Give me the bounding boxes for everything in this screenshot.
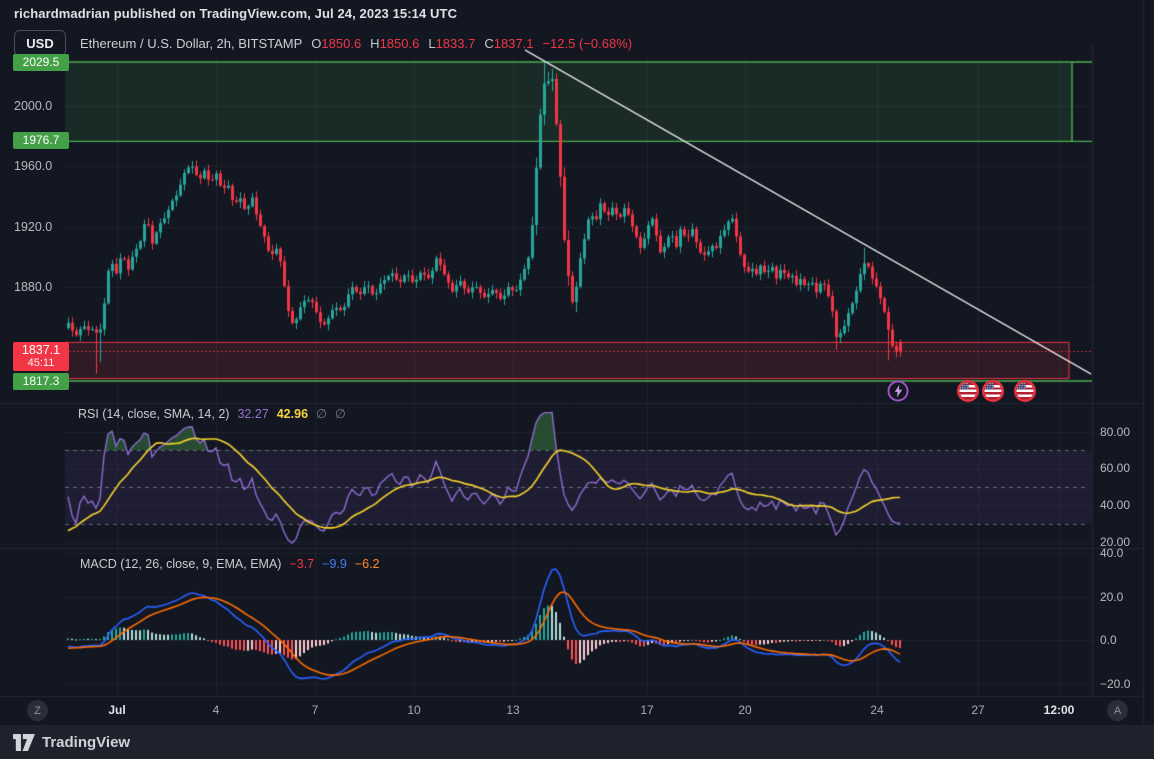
rsi-ma-value: 42.96: [276, 407, 309, 421]
tradingview-logo-icon: [13, 733, 35, 751]
macd-line-value: −9.9: [322, 557, 347, 571]
supply-zone-bottom-label: 1976.7: [13, 132, 69, 149]
us-flag-icon: [984, 382, 1002, 400]
us-flag-icon: [1016, 382, 1034, 400]
timezone-button[interactable]: Z: [27, 700, 48, 721]
current-price-label: 1837.1 45:11: [13, 342, 69, 371]
us-flag-icon: [959, 382, 977, 400]
macd-tick-40: 40.0: [1100, 546, 1124, 560]
us-flag-event-icon-2[interactable]: [984, 382, 1002, 400]
time-label-20: 20: [738, 703, 752, 717]
symbol-info-row: Ethereum / U.S. Dollar, 2h, BITSTAMP O18…: [80, 36, 632, 51]
ohlc-close: C1837.1: [484, 36, 534, 51]
macd-tick-0: 0.0: [1100, 633, 1117, 647]
price-tick-1920: 1920.0: [14, 220, 53, 234]
auto-scale-button[interactable]: A: [1107, 700, 1128, 721]
macd-signal-value: −6.2: [354, 557, 380, 571]
publish-line: richardmadrian published on TradingView.…: [14, 6, 458, 21]
ohlc-low: L1833.7: [428, 36, 476, 51]
rsi-tick-40: 40.00: [1100, 498, 1131, 512]
time-label-13: 13: [506, 703, 520, 717]
supply-zone-top-label: 2029.5: [13, 54, 69, 71]
price-tick-2000: 2000.0: [14, 99, 53, 113]
price-change: −12.5 (−0.68%): [542, 36, 633, 51]
price-tick-1960: 1960.0: [14, 159, 53, 173]
us-flag-event-icon-1[interactable]: [959, 382, 977, 400]
rsi-indicator-header: RSI (14, close, SMA, 14, 2) 32.27 42.96 …: [78, 406, 346, 421]
rsi-title: RSI (14, close, SMA, 14, 2): [78, 407, 230, 421]
rsi-value: 32.27: [237, 407, 269, 421]
footer-bar: TradingView: [0, 725, 1154, 759]
time-label-10: 10: [407, 703, 421, 717]
rsi-band-empty-2: ∅: [334, 407, 346, 421]
macd-tick-20: 20.0: [1100, 590, 1124, 604]
time-label-1200: 12:00: [1043, 703, 1075, 717]
ohlc-high: H1850.6: [370, 36, 420, 51]
time-label-24: 24: [870, 703, 884, 717]
macd-hist-value: −3.7: [289, 557, 315, 571]
time-label-27: 27: [971, 703, 985, 717]
lightning-bolt-glyph: [894, 384, 902, 398]
bar-countdown: 45:11: [27, 357, 55, 369]
currency-toggle-button[interactable]: USD: [14, 30, 66, 56]
support-line-label: 1817.3: [13, 373, 69, 390]
price-tick-1880: 1880.0: [14, 280, 53, 294]
time-label-7: 7: [311, 703, 319, 717]
lightning-event-icon[interactable]: [887, 380, 909, 402]
rsi-tick-60: 60.00: [1100, 461, 1131, 475]
time-label-17: 17: [640, 703, 654, 717]
rsi-tick-80: 80.00: [1100, 425, 1131, 439]
tradingview-brand-text: TradingView: [42, 733, 131, 751]
macd-indicator-header: MACD (12, 26, close, 9, EMA, EMA) −3.7 −…: [80, 557, 380, 571]
rsi-tick-20: 20.00: [1100, 535, 1131, 549]
ohlc-open: O1850.6: [311, 36, 362, 51]
time-label-jul: Jul: [108, 703, 126, 717]
time-label-4: 4: [212, 703, 220, 717]
us-flag-event-icon-3[interactable]: [1016, 382, 1034, 400]
macd-tick-neg20: −20.0: [1100, 677, 1131, 691]
rsi-band-empty-1: ∅: [316, 407, 327, 421]
macd-title: MACD (12, 26, close, 9, EMA, EMA): [80, 557, 282, 571]
symbol-title: Ethereum / U.S. Dollar, 2h, BITSTAMP: [80, 36, 303, 51]
